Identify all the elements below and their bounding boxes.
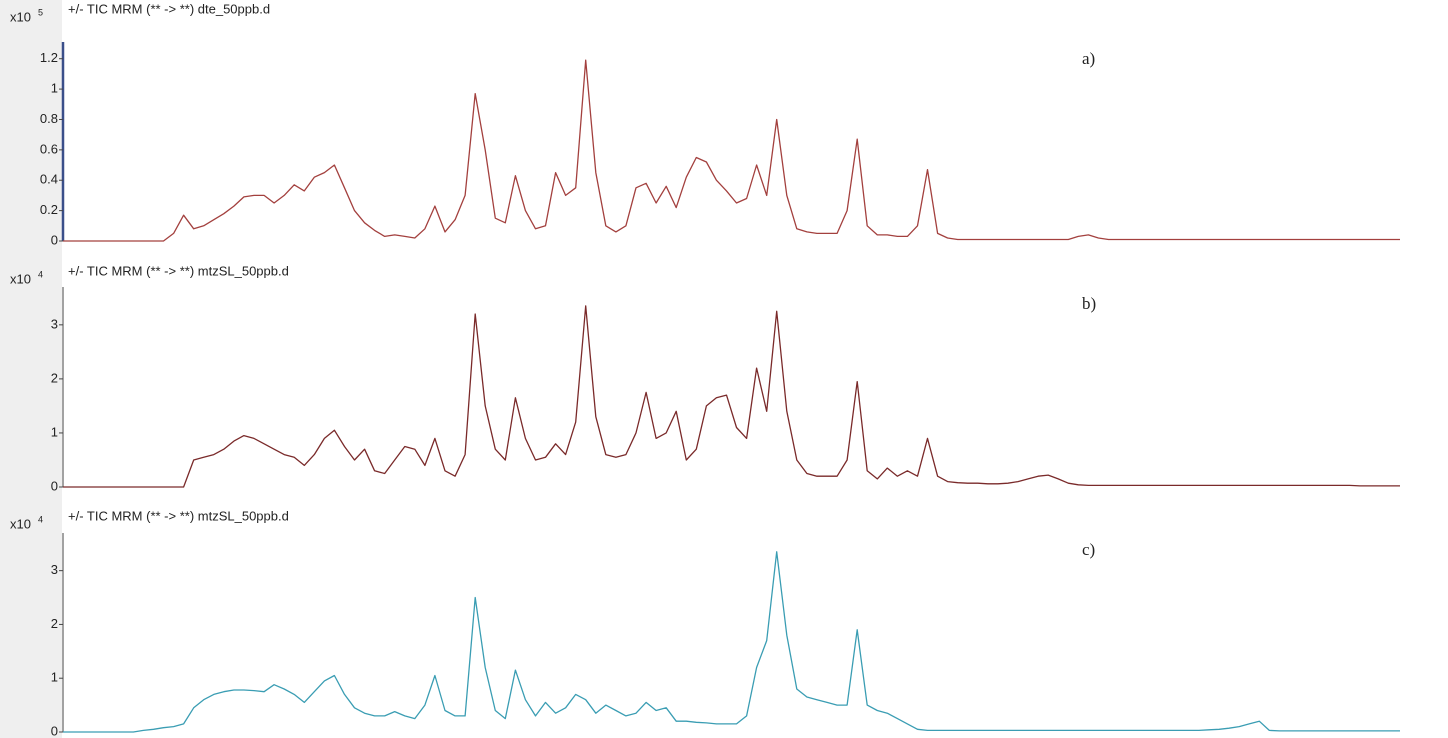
panel-annotation: c) <box>1082 540 1095 559</box>
y-tick-label: 1 <box>51 81 58 96</box>
panel-title: +/- TIC MRM (** -> **) dte_50ppb.d <box>68 1 270 16</box>
y-tick-label: 0 <box>51 723 58 738</box>
trace <box>63 59 1400 242</box>
y-tick-label: 1 <box>51 670 58 685</box>
y-tick-label: 0 <box>51 232 58 247</box>
panel-annotation: b) <box>1082 294 1096 313</box>
trace <box>63 305 1400 488</box>
panel-title: +/- TIC MRM (** -> **) mtzSL_50ppb.d <box>68 508 289 523</box>
y-tick-label: 3 <box>51 316 58 331</box>
y-multiplier: x10 <box>10 9 31 24</box>
y-exponent: 4 <box>38 269 43 279</box>
y-exponent: 4 <box>38 514 43 524</box>
y-tick-label: 0 <box>51 478 58 493</box>
y-tick-label: 2 <box>51 370 58 385</box>
y-tick-label: 0.8 <box>40 111 58 126</box>
y-tick-label: 0.6 <box>40 141 58 156</box>
panel-title: +/- TIC MRM (** -> **) mtzSL_50ppb.d <box>68 263 289 278</box>
y-tick-label: 3 <box>51 562 58 577</box>
panel-annotation: a) <box>1082 49 1095 68</box>
y-multiplier: x10 <box>10 271 31 286</box>
y-tick-label: 2 <box>51 616 58 631</box>
y-multiplier: x10 <box>10 516 31 531</box>
axis-strip <box>0 0 62 738</box>
y-tick-label: 0.2 <box>40 202 58 217</box>
y-exponent: 5 <box>38 7 43 17</box>
y-tick-label: 1.2 <box>40 50 58 65</box>
y-tick-label: 0.4 <box>40 172 58 187</box>
trace <box>63 551 1400 733</box>
y-tick-label: 1 <box>51 424 58 439</box>
